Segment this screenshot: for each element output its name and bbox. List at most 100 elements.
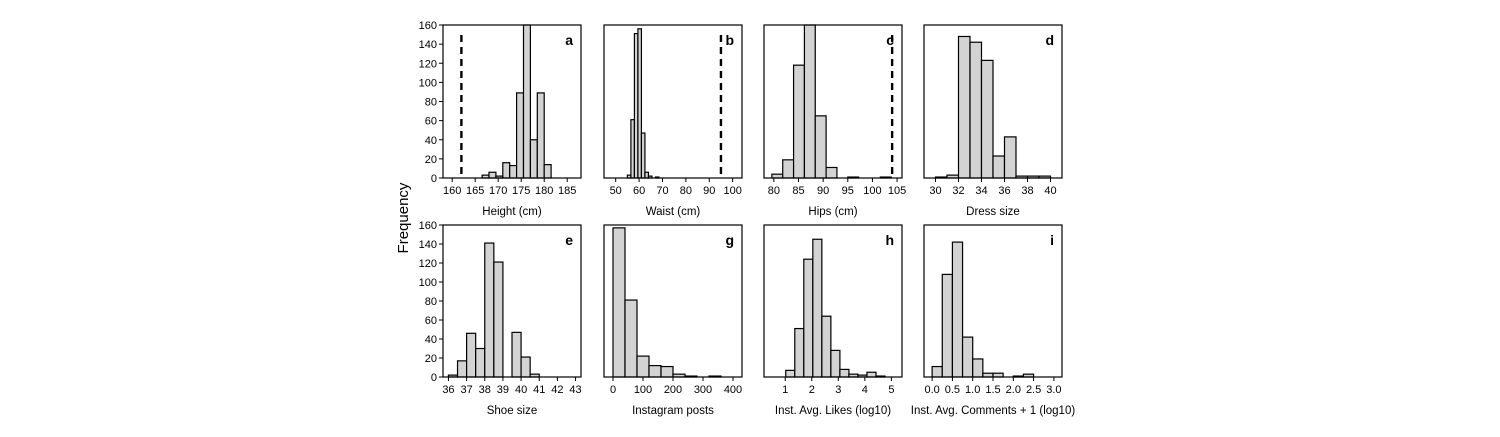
x-tick-label-i: 1.5 <box>985 384 1000 396</box>
x-axis-label-a: Height (cm) <box>482 206 542 218</box>
bar-h-7 <box>839 368 850 378</box>
bar-c-3 <box>792 64 806 179</box>
x-axis-label-d: Dress size <box>966 206 1020 218</box>
x-tick-label-h: 3 <box>835 384 841 396</box>
y-tick-label-a: 0 <box>431 173 437 185</box>
bar-h-10 <box>866 371 877 378</box>
bar-a-4 <box>502 162 511 179</box>
bar-a-6 <box>515 92 525 179</box>
x-tick-label-h: 4 <box>862 384 868 396</box>
panel-g: 0 100 200 300 400 g Instagram posts <box>603 224 743 417</box>
panel-letter-g: g <box>725 232 734 248</box>
bar-i-3 <box>951 241 964 378</box>
figure-y-axis-label: Frequency <box>395 182 412 253</box>
bar-g-1 <box>612 227 626 378</box>
bar-c-4 <box>803 24 816 179</box>
bar-d-5 <box>980 59 994 179</box>
y-tick-label-e: 100 <box>419 277 437 289</box>
y-tick-label-e: 40 <box>425 334 437 346</box>
x-tick-label-g: 200 <box>664 384 682 396</box>
x-tick-label-g: 300 <box>694 384 712 396</box>
bar-i-1 <box>931 365 943 378</box>
x-tick-label-i: 2.5 <box>1026 384 1041 396</box>
bar-d-3 <box>957 35 971 179</box>
x-tick-label-b: 80 <box>680 185 692 197</box>
y-tick-label-e: 60 <box>425 315 437 327</box>
y-tick-label-a: 80 <box>425 97 437 109</box>
x-tick-label-c: 80 <box>768 185 780 197</box>
x-tick-label-h: 5 <box>888 384 894 396</box>
y-tick-label-e: 0 <box>431 372 437 384</box>
panel-d: 30 32 34 36 38 40 d Dress size <box>923 24 1063 218</box>
panel-a: 160 165 170 175 180 185 0 20 40 60 80 100 120 140 160 a… <box>419 20 582 218</box>
x-tick-label-b: 70 <box>656 185 668 197</box>
x-tick-label-e: 36 <box>442 384 454 396</box>
x-tick-label-a: 175 <box>512 185 530 197</box>
x-tick-label-b: 100 <box>723 185 741 197</box>
x-axis-label-e: Shoe size <box>487 405 538 417</box>
x-tick-label-d: 38 <box>1021 185 1033 197</box>
panel-letter-i: i <box>1050 232 1054 248</box>
x-tick-label-a: 185 <box>558 185 576 197</box>
bar-b-5 <box>640 132 646 179</box>
bar-d-4 <box>969 41 983 179</box>
bar-h-5 <box>821 315 832 378</box>
y-tick-label-a: 160 <box>419 20 437 32</box>
y-tick-label-e: 160 <box>419 220 437 232</box>
x-tick-label-i: 0.5 <box>945 384 960 396</box>
x-tick-label-a: 170 <box>489 185 507 197</box>
bar-i-4 <box>961 336 974 378</box>
bar-a-2 <box>488 171 497 179</box>
bar-g-5 <box>660 365 674 378</box>
panel-letter-h: h <box>885 232 894 248</box>
x-tick-label-e: 40 <box>515 384 527 396</box>
plot-frame-a <box>442 24 582 179</box>
bar-c-5 <box>814 115 827 179</box>
panel-c: 80 85 90 95 100 105 c Hips (cm) <box>763 24 906 218</box>
bar-g-4 <box>648 365 662 378</box>
plot-frame-c <box>763 24 903 179</box>
panel-h: 1 2 3 4 5 h Inst. Avg. Likes (log10) <box>763 224 903 417</box>
y-tick-label-e: 80 <box>425 296 437 308</box>
x-tick-label-c: 100 <box>863 185 881 197</box>
x-tick-label-b: 50 <box>610 185 622 197</box>
panel-letter-e: e <box>565 232 573 248</box>
x-tick-label-a: 180 <box>535 185 553 197</box>
x-tick-label-d: 36 <box>998 185 1010 197</box>
panel-letter-d: d <box>1045 32 1054 48</box>
x-tick-label-i: 1.0 <box>965 384 980 396</box>
bar-e-8 <box>520 356 531 378</box>
panel-letter-a: a <box>565 32 573 48</box>
bar-h-1 <box>785 369 796 378</box>
bar-h-3 <box>803 258 814 378</box>
x-tick-label-h: 2 <box>809 384 815 396</box>
x-tick-label-d: 30 <box>929 185 941 197</box>
x-tick-label-e: 41 <box>533 384 545 396</box>
x-tick-label-e: 43 <box>569 384 581 396</box>
x-tick-label-e: 42 <box>551 384 563 396</box>
bar-g-3 <box>636 355 650 378</box>
bar-d-7 <box>1003 136 1017 179</box>
x-tick-label-g: 0 <box>610 384 616 396</box>
panel-letter-b: b <box>725 32 734 48</box>
bar-a-5 <box>509 164 518 179</box>
bar-a-10 <box>543 164 552 179</box>
bar-g-2 <box>624 299 638 378</box>
bar-e-7 <box>511 331 522 378</box>
y-tick-label-a: 40 <box>425 135 437 147</box>
y-tick-label-e: 140 <box>419 239 437 251</box>
bar-i-2 <box>941 273 954 378</box>
bar-e-5 <box>484 242 495 378</box>
bar-e-4 <box>475 347 486 378</box>
x-axis-label-g: Instagram posts <box>632 405 714 417</box>
x-axis-label-h: Inst. Avg. Likes (log10) <box>775 405 891 417</box>
bar-a-8 <box>529 139 538 179</box>
y-tick-label-a: 100 <box>419 77 437 89</box>
x-tick-label-i: 2.0 <box>1006 384 1021 396</box>
bar-c-6 <box>825 166 838 179</box>
x-tick-label-e: 38 <box>479 384 491 396</box>
y-tick-label-e: 20 <box>425 353 437 365</box>
bar-h-6 <box>830 349 841 378</box>
x-tick-label-a: 160 <box>443 185 461 197</box>
